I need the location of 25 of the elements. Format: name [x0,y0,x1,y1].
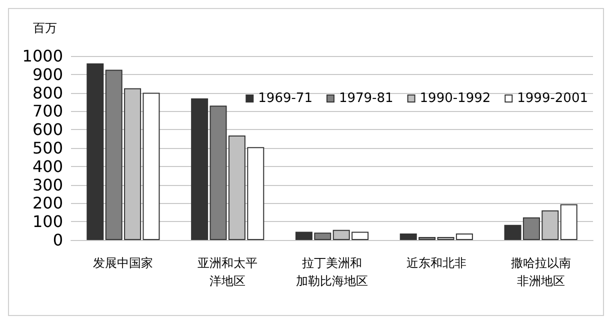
y-tick-label: 1000 [22,46,63,66]
x-tick-label: 近东和北非 [406,256,466,270]
bar [86,63,104,240]
y-tick-label: 400 [32,156,63,176]
y-tick-label: 700 [32,102,63,121]
y-axis-title: 百万 [33,21,57,35]
x-tick-label: 亚洲和太平洋地区 [198,256,258,288]
y-tick-label: 500 [32,138,63,158]
y-tick-label: 300 [32,175,63,194]
y-tick-label: 800 [32,83,63,102]
bar [560,204,578,240]
x-tick-label: 撒哈拉以南非洲地区 [510,256,571,288]
legend-label: 1990-1992 [420,91,491,106]
y-tick-label: 600 [32,120,63,140]
legend-label: 1979-81 [338,91,394,106]
x-tick-label: 发展中国家 [93,256,154,270]
legend-label: 1969-71 [258,91,312,106]
bar [191,98,208,240]
y-tick-label: 200 [32,194,63,213]
bar [456,234,473,240]
legend-label: 1999-2001 [517,91,588,106]
x-tick-label: 拉丁美洲和加勒比海地区 [296,256,368,288]
y-tick-label: 900 [32,64,63,84]
y-tick-label: 100 [32,212,63,232]
y-tick-label: 0 [52,230,63,250]
